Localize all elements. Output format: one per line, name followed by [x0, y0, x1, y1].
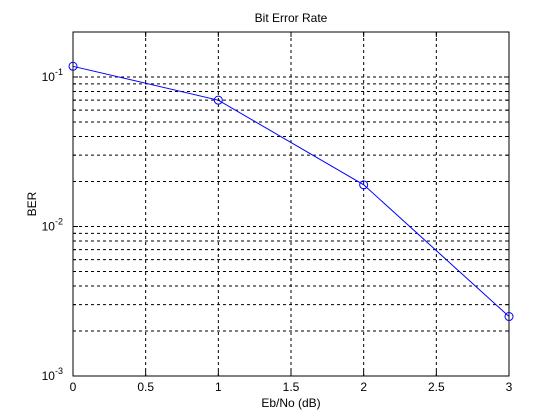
ber-data-point [68, 61, 78, 71]
plot-area [73, 32, 509, 376]
y-tick-labels: 10-1 10-2 10-3 [42, 67, 63, 383]
y-tick-label: 10-2 [42, 217, 63, 234]
x-tick-label: 0.5 [137, 380, 154, 394]
y-tick-label: 10-1 [42, 67, 63, 84]
y-axis-label: BER [25, 191, 39, 216]
x-tick-label: 2 [360, 380, 367, 394]
plot-border [72, 31, 510, 377]
x-tick-label: 1 [215, 380, 222, 394]
x-tick-label: 2.5 [428, 380, 445, 394]
x-tick-label: 1.5 [283, 380, 300, 394]
series-layer [68, 61, 514, 322]
y-tick-label: 10-3 [42, 366, 63, 383]
x-tick-label: 0 [70, 380, 77, 394]
ber-data-point [359, 180, 369, 190]
ber-data-point [213, 95, 223, 105]
x-tick-label: 3 [506, 380, 513, 394]
ber-data-point [504, 312, 514, 322]
x-tick-labels: 0 0.5 1 1.5 2 2.5 3 [70, 380, 513, 394]
x-axis-label: Eb/No (dB) [261, 396, 320, 410]
ber-series-line [72, 65, 510, 317]
chart-title: Bit Error Rate [255, 11, 328, 25]
